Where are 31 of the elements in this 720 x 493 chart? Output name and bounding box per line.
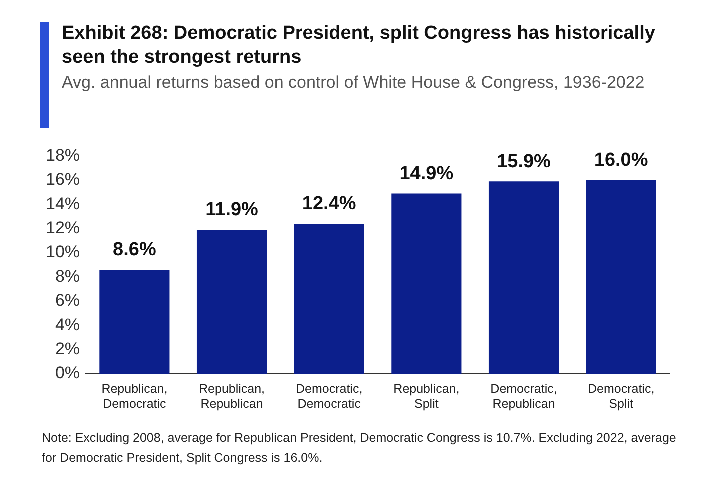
chart-title: Exhibit 268: Democratic President, split Congress has historically seen the strongest returns: [62, 22, 656, 70]
y-tick-label: 16%: [46, 170, 80, 190]
y-tick-label: 12%: [46, 218, 80, 238]
y-tick-label: 8%: [55, 266, 80, 286]
data-label: 14.9%: [400, 163, 454, 184]
bar: [294, 224, 364, 374]
y-tick-label: 4%: [55, 315, 80, 334]
y-tick-label: 14%: [46, 194, 80, 214]
data-label: 16.0%: [594, 150, 648, 172]
y-tick-label: 0%: [55, 364, 80, 383]
x-tick-label: Democratic, Democratic: [296, 382, 363, 411]
y-tick-label: 2%: [55, 339, 80, 358]
x-tick-label: Democratic, Republican: [490, 382, 558, 411]
bar: [392, 194, 462, 374]
x-tick-label: Republican, Democratic: [102, 382, 168, 411]
y-tick-label: 6%: [55, 291, 80, 310]
x-tick-label: Republican, Republican: [199, 382, 266, 411]
data-label: 12.4%: [302, 194, 356, 215]
data-label: 15.9%: [497, 151, 552, 172]
x-tick-label: Republican, Split: [394, 382, 460, 411]
text: Note: Excluding 2008, average for Republican President, Democratic Congress is 10.7%. Excluding 2022, average for Democratic President, Split Congress is 16.0%.: [42, 430, 678, 467]
data-label: 8.6%: [113, 240, 156, 261]
chart-subtitle: Avg. annual returns based on control of White House & Congress, 1936-2022: [62, 72, 646, 93]
data-label: 11.9%: [206, 200, 259, 221]
bar: [488, 182, 560, 374]
y-tick-label: 18%: [46, 146, 80, 165]
y-tick-label: 10%: [46, 242, 80, 262]
bar: [586, 180, 656, 374]
bar: [196, 230, 268, 374]
bar: [100, 270, 170, 374]
x-tick-label: Democratic, Split: [588, 382, 655, 411]
